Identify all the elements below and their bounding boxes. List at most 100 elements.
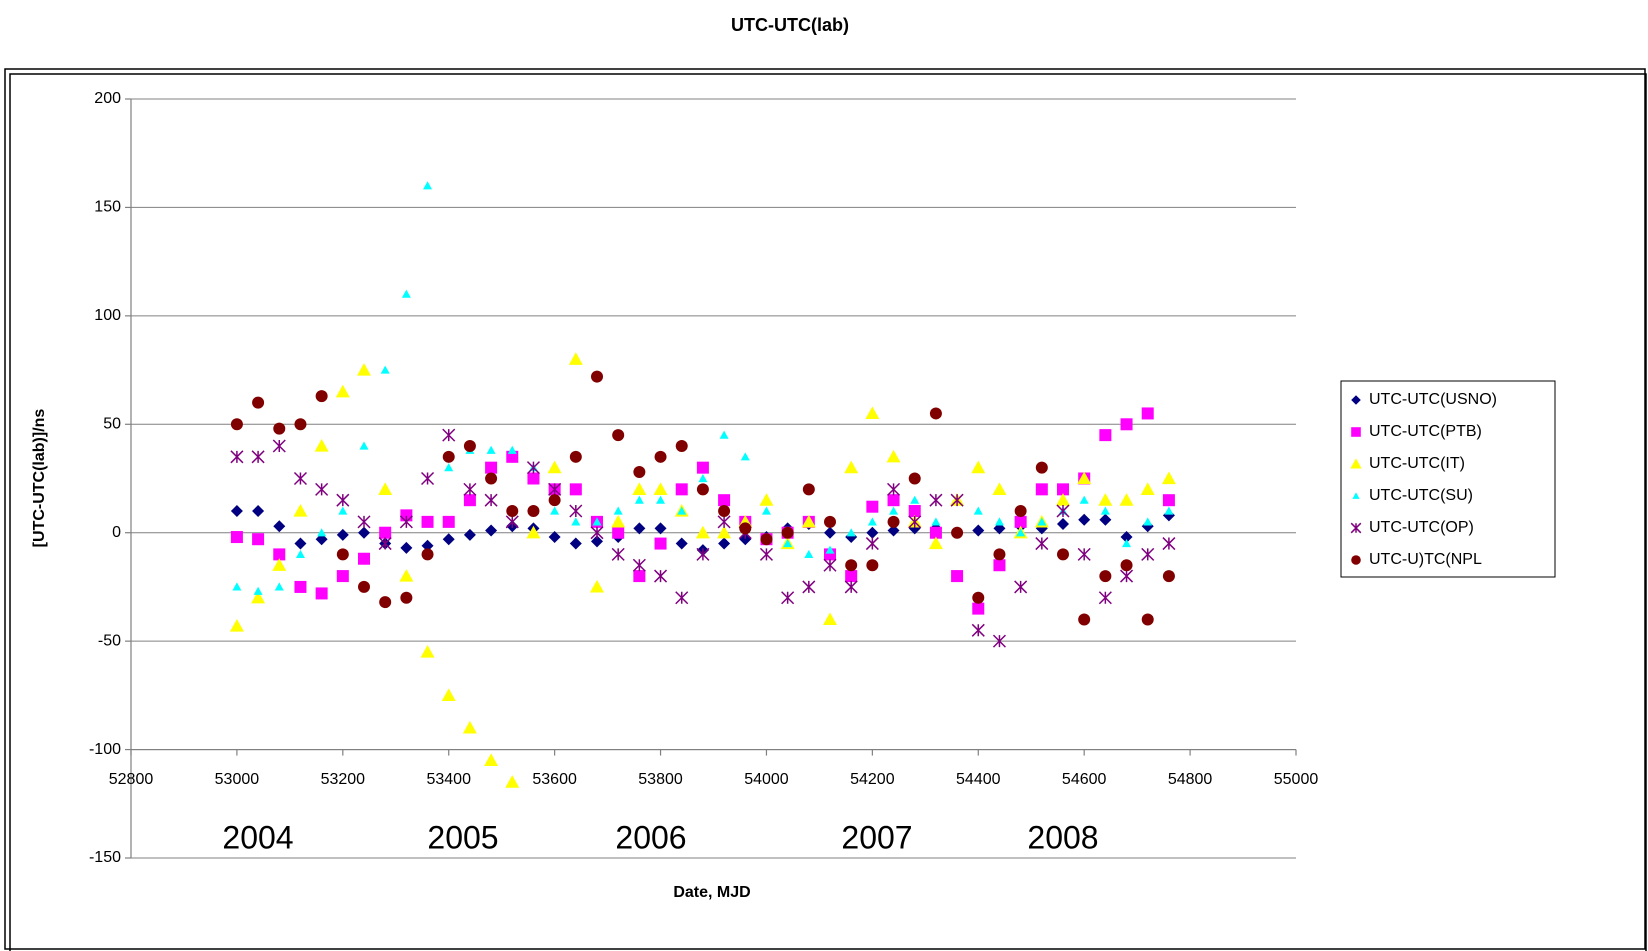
- marker: [526, 525, 541, 539]
- marker: [908, 472, 921, 485]
- marker: [359, 441, 369, 450]
- marker: [761, 506, 771, 515]
- marker: [507, 445, 517, 454]
- marker: [950, 493, 964, 507]
- marker: [783, 539, 793, 548]
- marker: [633, 522, 646, 535]
- marker: [612, 429, 625, 442]
- marker: [485, 524, 498, 537]
- marker: [569, 537, 582, 550]
- marker: [251, 590, 266, 604]
- marker: [253, 586, 263, 595]
- x-axis-label: Date, MJD: [673, 884, 750, 901]
- marker: [506, 505, 519, 518]
- marker: [801, 514, 816, 528]
- marker: [1161, 471, 1176, 485]
- marker: [272, 558, 287, 571]
- marker: [252, 533, 265, 546]
- marker: [1162, 537, 1176, 551]
- marker: [634, 495, 644, 504]
- marker: [230, 450, 244, 464]
- marker: [1037, 517, 1047, 526]
- marker: [442, 428, 456, 442]
- x-tick-label: 54200: [850, 771, 895, 788]
- marker: [675, 591, 689, 605]
- marker: [485, 461, 498, 474]
- marker: [1164, 506, 1174, 515]
- marker: [675, 439, 688, 452]
- marker: [717, 515, 731, 529]
- marker: [591, 370, 603, 383]
- marker: [972, 591, 985, 604]
- marker: [654, 537, 667, 550]
- marker: [889, 506, 899, 515]
- marker: [380, 365, 390, 374]
- marker: [378, 482, 393, 495]
- marker: [844, 580, 858, 594]
- marker: [866, 500, 879, 513]
- year-annotation: 2007: [841, 819, 912, 855]
- marker: [1077, 471, 1092, 485]
- marker: [698, 474, 708, 483]
- marker: [1098, 591, 1112, 605]
- year-annotation: 2005: [427, 819, 498, 855]
- marker: [1099, 513, 1112, 526]
- marker: [1014, 515, 1027, 528]
- marker: [696, 461, 709, 474]
- marker: [781, 591, 795, 605]
- marker: [399, 569, 414, 582]
- marker: [781, 526, 794, 539]
- marker: [569, 483, 582, 496]
- marker: [358, 526, 370, 539]
- marker: [759, 493, 774, 506]
- marker: [971, 460, 986, 474]
- marker: [1122, 539, 1132, 548]
- marker: [444, 463, 454, 472]
- marker: [358, 580, 370, 593]
- marker: [759, 547, 773, 561]
- marker: [929, 407, 942, 420]
- chart-frame: [4, 68, 1646, 950]
- marker: [633, 465, 646, 478]
- marker: [1057, 548, 1069, 561]
- marker: [592, 517, 602, 526]
- marker: [379, 526, 392, 539]
- marker: [591, 535, 603, 548]
- marker: [846, 528, 856, 537]
- y-axis-label: [UTC-UTC(lab)]/ns: [31, 409, 48, 548]
- marker: [315, 390, 328, 403]
- marker: [485, 472, 498, 485]
- marker: [653, 482, 668, 495]
- marker: [951, 570, 964, 583]
- marker: [654, 450, 667, 463]
- marker: [527, 505, 540, 518]
- marker: [421, 471, 435, 486]
- marker: [740, 452, 750, 461]
- marker: [400, 591, 413, 604]
- marker: [1078, 513, 1091, 526]
- marker: [866, 526, 879, 539]
- marker: [910, 495, 920, 504]
- marker: [845, 559, 858, 572]
- x-tick-label: 54600: [1062, 771, 1107, 788]
- marker: [526, 461, 540, 475]
- marker: [1120, 418, 1133, 431]
- x-tick-label: 53400: [426, 771, 471, 788]
- marker: [951, 526, 964, 539]
- x-tick-label: 55000: [1274, 771, 1319, 788]
- marker: [675, 537, 688, 550]
- marker: [338, 506, 348, 515]
- marker: [336, 570, 349, 583]
- marker: [463, 528, 476, 541]
- x-tick-label: 53600: [532, 771, 577, 788]
- marker: [804, 549, 814, 558]
- y-tick-label: 0: [112, 524, 121, 541]
- marker: [1120, 559, 1133, 572]
- legend-marker: [1351, 555, 1361, 565]
- marker: [229, 618, 244, 632]
- marker: [548, 531, 561, 544]
- marker: [294, 580, 307, 593]
- marker: [358, 552, 370, 565]
- x-tick-label: 53200: [321, 771, 366, 788]
- marker: [335, 384, 350, 398]
